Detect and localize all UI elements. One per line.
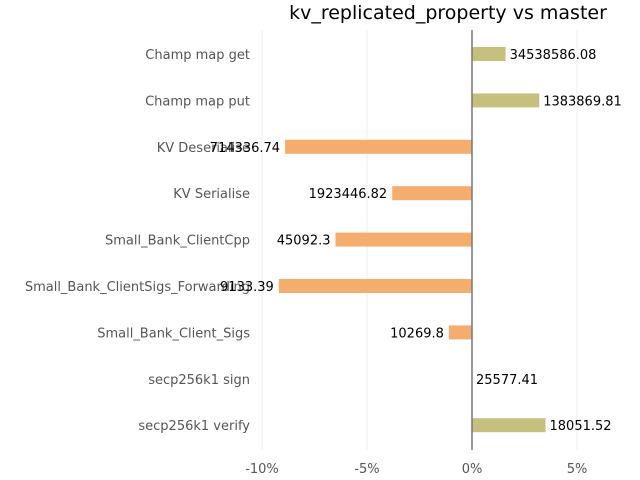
bar xyxy=(472,47,506,61)
category-label: KV Deserialise xyxy=(157,141,250,156)
category-label: secp256k1 verify xyxy=(138,419,250,434)
labels-layer: Champ map get 34538586.08 Champ map put 138… xyxy=(25,48,622,434)
data-label: 34538586.08 xyxy=(510,48,597,63)
data-label: 10269.8 xyxy=(390,326,444,341)
chart-title: kv_replicated_property vs master xyxy=(289,2,607,24)
bar xyxy=(472,418,546,433)
bar xyxy=(335,232,472,247)
category-label: Small_Bank_Client_Sigs xyxy=(97,326,250,341)
data-label: 1923446.82 xyxy=(309,187,388,202)
category-label: Small_Bank_ClientCpp xyxy=(105,234,250,249)
x-tick-label: 5% xyxy=(567,462,588,477)
x-tick-label: -10% xyxy=(245,462,279,477)
data-label: 1383869.81 xyxy=(543,94,622,109)
category-label: KV Serialise xyxy=(173,187,250,202)
x-tick-label: -5% xyxy=(354,462,379,477)
bar xyxy=(472,93,540,108)
category-label: Champ map put xyxy=(145,94,250,109)
x-tick-label: 0% xyxy=(462,462,483,477)
bar xyxy=(448,325,472,340)
x-axis-ticks: -10% -5% 0% 5% xyxy=(245,462,587,477)
bar xyxy=(285,139,472,154)
category-label: Champ map get xyxy=(145,48,250,63)
data-label: 714336.74 xyxy=(210,141,280,156)
data-label: 9133.39 xyxy=(220,280,274,295)
bars-layer xyxy=(278,47,546,433)
data-label: 45092.3 xyxy=(277,234,331,249)
category-label: Small_Bank_ClientSigs_Forwarding xyxy=(25,280,250,295)
bar xyxy=(278,279,472,293)
data-label: 18051.52 xyxy=(550,419,612,434)
category-label: secp256k1 sign xyxy=(148,373,250,388)
data-label: 25577.41 xyxy=(476,373,538,388)
bar xyxy=(392,186,472,201)
